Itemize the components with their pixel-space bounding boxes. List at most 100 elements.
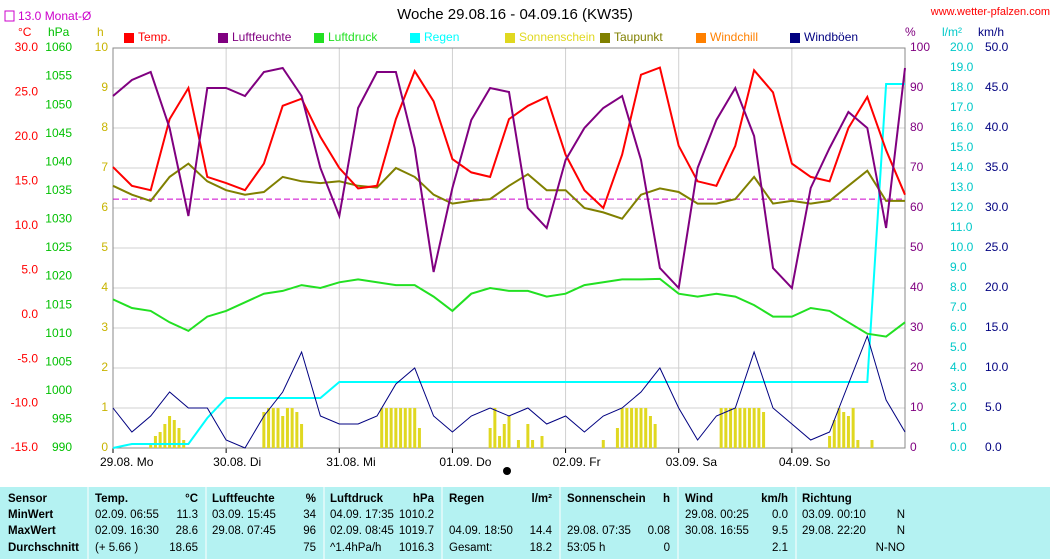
y-tick-label: 25.0	[985, 240, 1009, 254]
y-tick-label: 0	[910, 440, 917, 454]
y-tick-label: 25.0	[15, 85, 39, 99]
legend-swatch	[600, 33, 610, 43]
y-tick-label: 18.0	[950, 80, 974, 94]
y-tick-label: 15.0	[15, 174, 39, 188]
sunshine-bar	[870, 440, 874, 448]
sunshine-bar	[648, 416, 652, 448]
sunshine-bar	[540, 436, 544, 448]
y-tick-label: 2.0	[950, 400, 967, 414]
sunshine-bar	[828, 436, 832, 448]
sunshine-bar	[493, 408, 497, 448]
table-cell: 0.0	[772, 509, 788, 521]
sunshine-bar	[630, 408, 634, 448]
sunshine-bar	[163, 424, 167, 448]
table-cell: (+ 5.66 )	[95, 542, 138, 554]
sunshine-bar	[177, 428, 181, 448]
y-tick-label: 1045	[45, 126, 72, 140]
legend-label: Windböen	[804, 30, 858, 44]
reference-label: 13.0 Monat-Ø	[18, 9, 91, 23]
y-tick-label: 4.0	[950, 360, 967, 374]
y-tick-label: 100	[910, 40, 930, 54]
y-tick-label: 6.0	[950, 320, 967, 334]
y-tick-label: 35.0	[985, 160, 1009, 174]
sunshine-bar	[271, 408, 275, 448]
table-cell: 1019.7	[399, 525, 434, 537]
y-tick-label: 20.0	[15, 129, 39, 143]
legend-swatch	[790, 33, 800, 43]
y-tick-label: 20.0	[985, 280, 1009, 294]
table-cell: 0.08	[648, 525, 670, 537]
y-tick-label: 1060	[45, 40, 72, 54]
sunshine-bar	[502, 424, 506, 448]
y-tick-label: 6	[101, 200, 108, 214]
y-tick-label: 15.0	[950, 140, 974, 154]
y-tick-label: 9.0	[950, 260, 967, 274]
sunshine-bar	[295, 412, 299, 448]
table-header: km/h	[761, 493, 788, 505]
y-tick-label: 30.0	[15, 40, 39, 54]
legend-label: Regen	[424, 30, 459, 44]
sunshine-bar	[408, 408, 412, 448]
table-cell: 53:05 h	[567, 542, 605, 554]
sunshine-bar	[653, 424, 657, 448]
series-line	[112, 66, 906, 210]
sunshine-bar	[724, 408, 728, 448]
sunshine-bar	[634, 408, 638, 448]
table-header: h	[663, 493, 670, 505]
sunshine-bar	[625, 408, 629, 448]
x-tick-label: 01.09. Do	[439, 455, 491, 469]
sunshine-bar	[394, 408, 398, 448]
y-tick-label: 11.0	[950, 220, 973, 234]
y-tick-label: 16.0	[950, 120, 974, 134]
sunshine-bar	[403, 408, 407, 448]
sunshine-bar	[851, 408, 855, 448]
y-tick-label: 30	[910, 320, 924, 334]
x-tick-label: 31.08. Mi	[326, 455, 375, 469]
table-cell: 29.08. 22:20	[802, 525, 866, 537]
table-cell: N-NO	[876, 542, 905, 554]
series-line	[112, 277, 906, 338]
sunshine-bar	[719, 408, 723, 448]
series-line	[112, 162, 905, 220]
reference-key	[4, 10, 15, 22]
table-cell: 34	[303, 509, 316, 521]
table-cell: 11.3	[176, 509, 198, 521]
sunshine-bar	[158, 432, 162, 448]
y-tick-label: 8.0	[950, 280, 967, 294]
y-tick-label: 14.0	[950, 160, 974, 174]
table-cell: 04.09. 18:50	[449, 525, 513, 537]
y-tick-label: 1050	[45, 97, 72, 111]
y-tick-label: 0	[101, 440, 108, 454]
y-tick-label: -10.0	[11, 396, 39, 410]
y-tick-label: 1005	[45, 354, 72, 368]
axis-unit: km/h	[978, 25, 1004, 39]
series-line	[112, 83, 905, 449]
sunshine-bar	[531, 440, 535, 448]
sunshine-bar	[762, 412, 766, 448]
sunshine-bar	[752, 408, 756, 448]
y-tick-label: 70	[910, 160, 924, 174]
legend-label: Sonnenschein	[519, 30, 595, 44]
sunshine-bar	[615, 428, 619, 448]
y-tick-label: 20.0	[950, 40, 974, 54]
y-tick-label: 0.0	[21, 307, 38, 321]
table-header: Temp.	[95, 493, 128, 505]
sunshine-bar	[747, 408, 751, 448]
table-cell: 02.09. 06:55	[95, 509, 159, 521]
legend-swatch	[124, 33, 134, 43]
sunshine-bar	[832, 420, 836, 448]
x-tick-label: 02.09. Fr	[553, 455, 601, 469]
table-header: Sensor	[8, 493, 48, 505]
table-header: Regen	[449, 493, 484, 505]
legend-swatch	[218, 33, 228, 43]
legend-label: Luftfeuchte	[232, 30, 292, 44]
axis-unit: %	[905, 25, 916, 39]
axis-unit: l/m²	[942, 25, 962, 39]
sunshine-bar	[639, 408, 643, 448]
table-cell: ^1.4hPa/h	[330, 542, 381, 554]
y-tick-label: 8	[101, 120, 108, 134]
y-tick-label: 50	[910, 240, 924, 254]
sunshine-bar	[380, 408, 384, 448]
y-tick-label: 13.0	[950, 180, 974, 194]
y-tick-label: 10	[95, 40, 109, 54]
